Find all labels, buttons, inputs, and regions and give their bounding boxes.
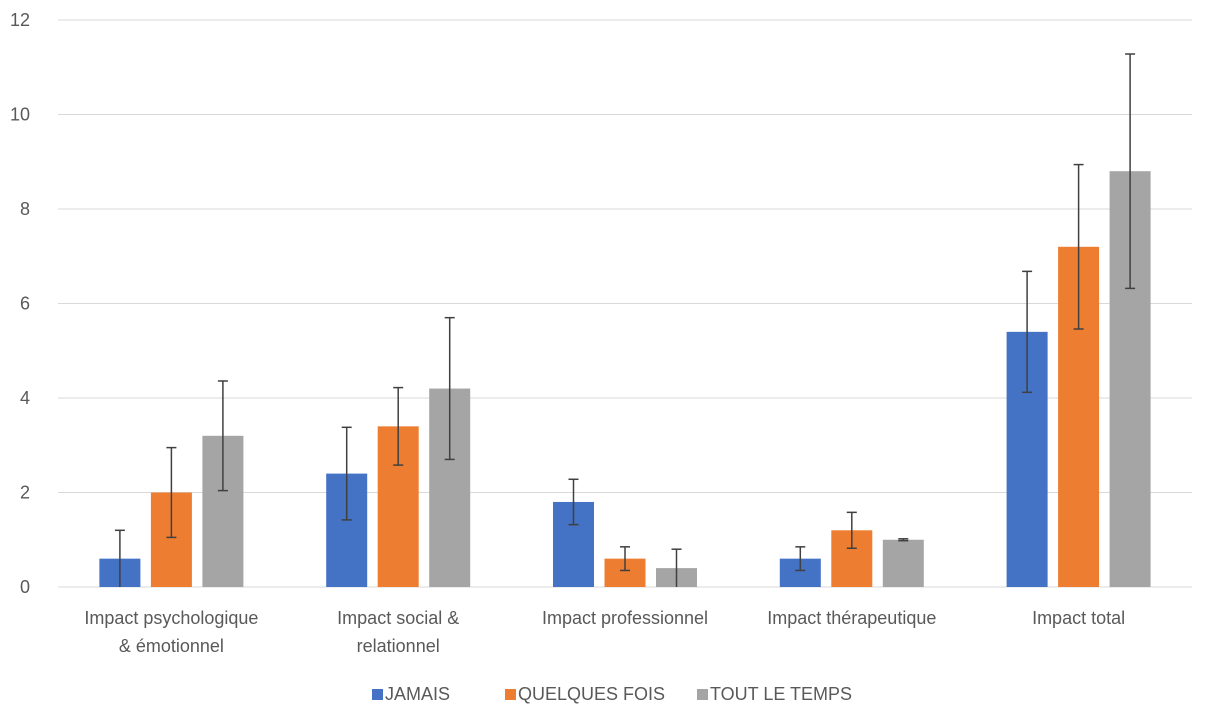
y-tick-label: 8 <box>20 199 30 219</box>
x-tick-label: Impact social & <box>337 608 459 628</box>
legend: JAMAIS QUELQUES FOIS TOUT LE TEMPS <box>372 684 852 704</box>
y-tick-label: 6 <box>20 294 30 314</box>
legend-label: JAMAIS <box>385 684 450 704</box>
error-bars <box>114 53 1136 587</box>
legend-swatch <box>505 689 516 700</box>
x-tick-label: Impact thérapeutique <box>767 608 936 628</box>
legend-swatch <box>372 689 383 700</box>
y-tick-label: 10 <box>10 105 30 125</box>
y-tick-label: 12 <box>10 10 30 30</box>
x-axis: Impact psychologique & émotionnel Impact s… <box>84 608 1125 656</box>
legend-swatch <box>697 689 708 700</box>
legend-label: QUELQUES FOIS <box>518 684 665 704</box>
x-tick-label: relationnel <box>357 636 440 656</box>
x-tick-label: Impact total <box>1032 608 1125 628</box>
x-tick-label: Impact psychologique <box>84 608 258 628</box>
gridlines <box>58 19 1192 588</box>
y-tick-label: 0 <box>20 577 30 597</box>
x-tick-label: & émotionnel <box>119 636 224 656</box>
legend-label: TOUT LE TEMPS <box>710 684 852 704</box>
y-tick-label: 4 <box>20 388 30 408</box>
bars <box>99 171 1151 588</box>
y-tick-label: 2 <box>20 483 30 503</box>
bar <box>882 539 924 587</box>
y-axis: 0 2 4 6 8 10 12 <box>10 10 30 597</box>
x-tick-label: Impact professionnel <box>542 608 708 628</box>
